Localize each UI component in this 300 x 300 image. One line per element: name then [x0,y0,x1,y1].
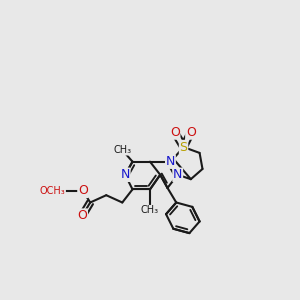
Text: N: N [121,168,130,181]
Text: N: N [166,155,175,168]
Text: CH₃: CH₃ [141,206,159,215]
Text: N: N [173,168,182,181]
Text: O: O [170,126,180,139]
Text: O: O [186,126,196,139]
Text: S: S [179,141,188,154]
Text: CH₃: CH₃ [113,145,131,155]
Text: OCH₃: OCH₃ [40,186,65,196]
Text: O: O [77,209,87,222]
Text: O: O [78,184,88,197]
